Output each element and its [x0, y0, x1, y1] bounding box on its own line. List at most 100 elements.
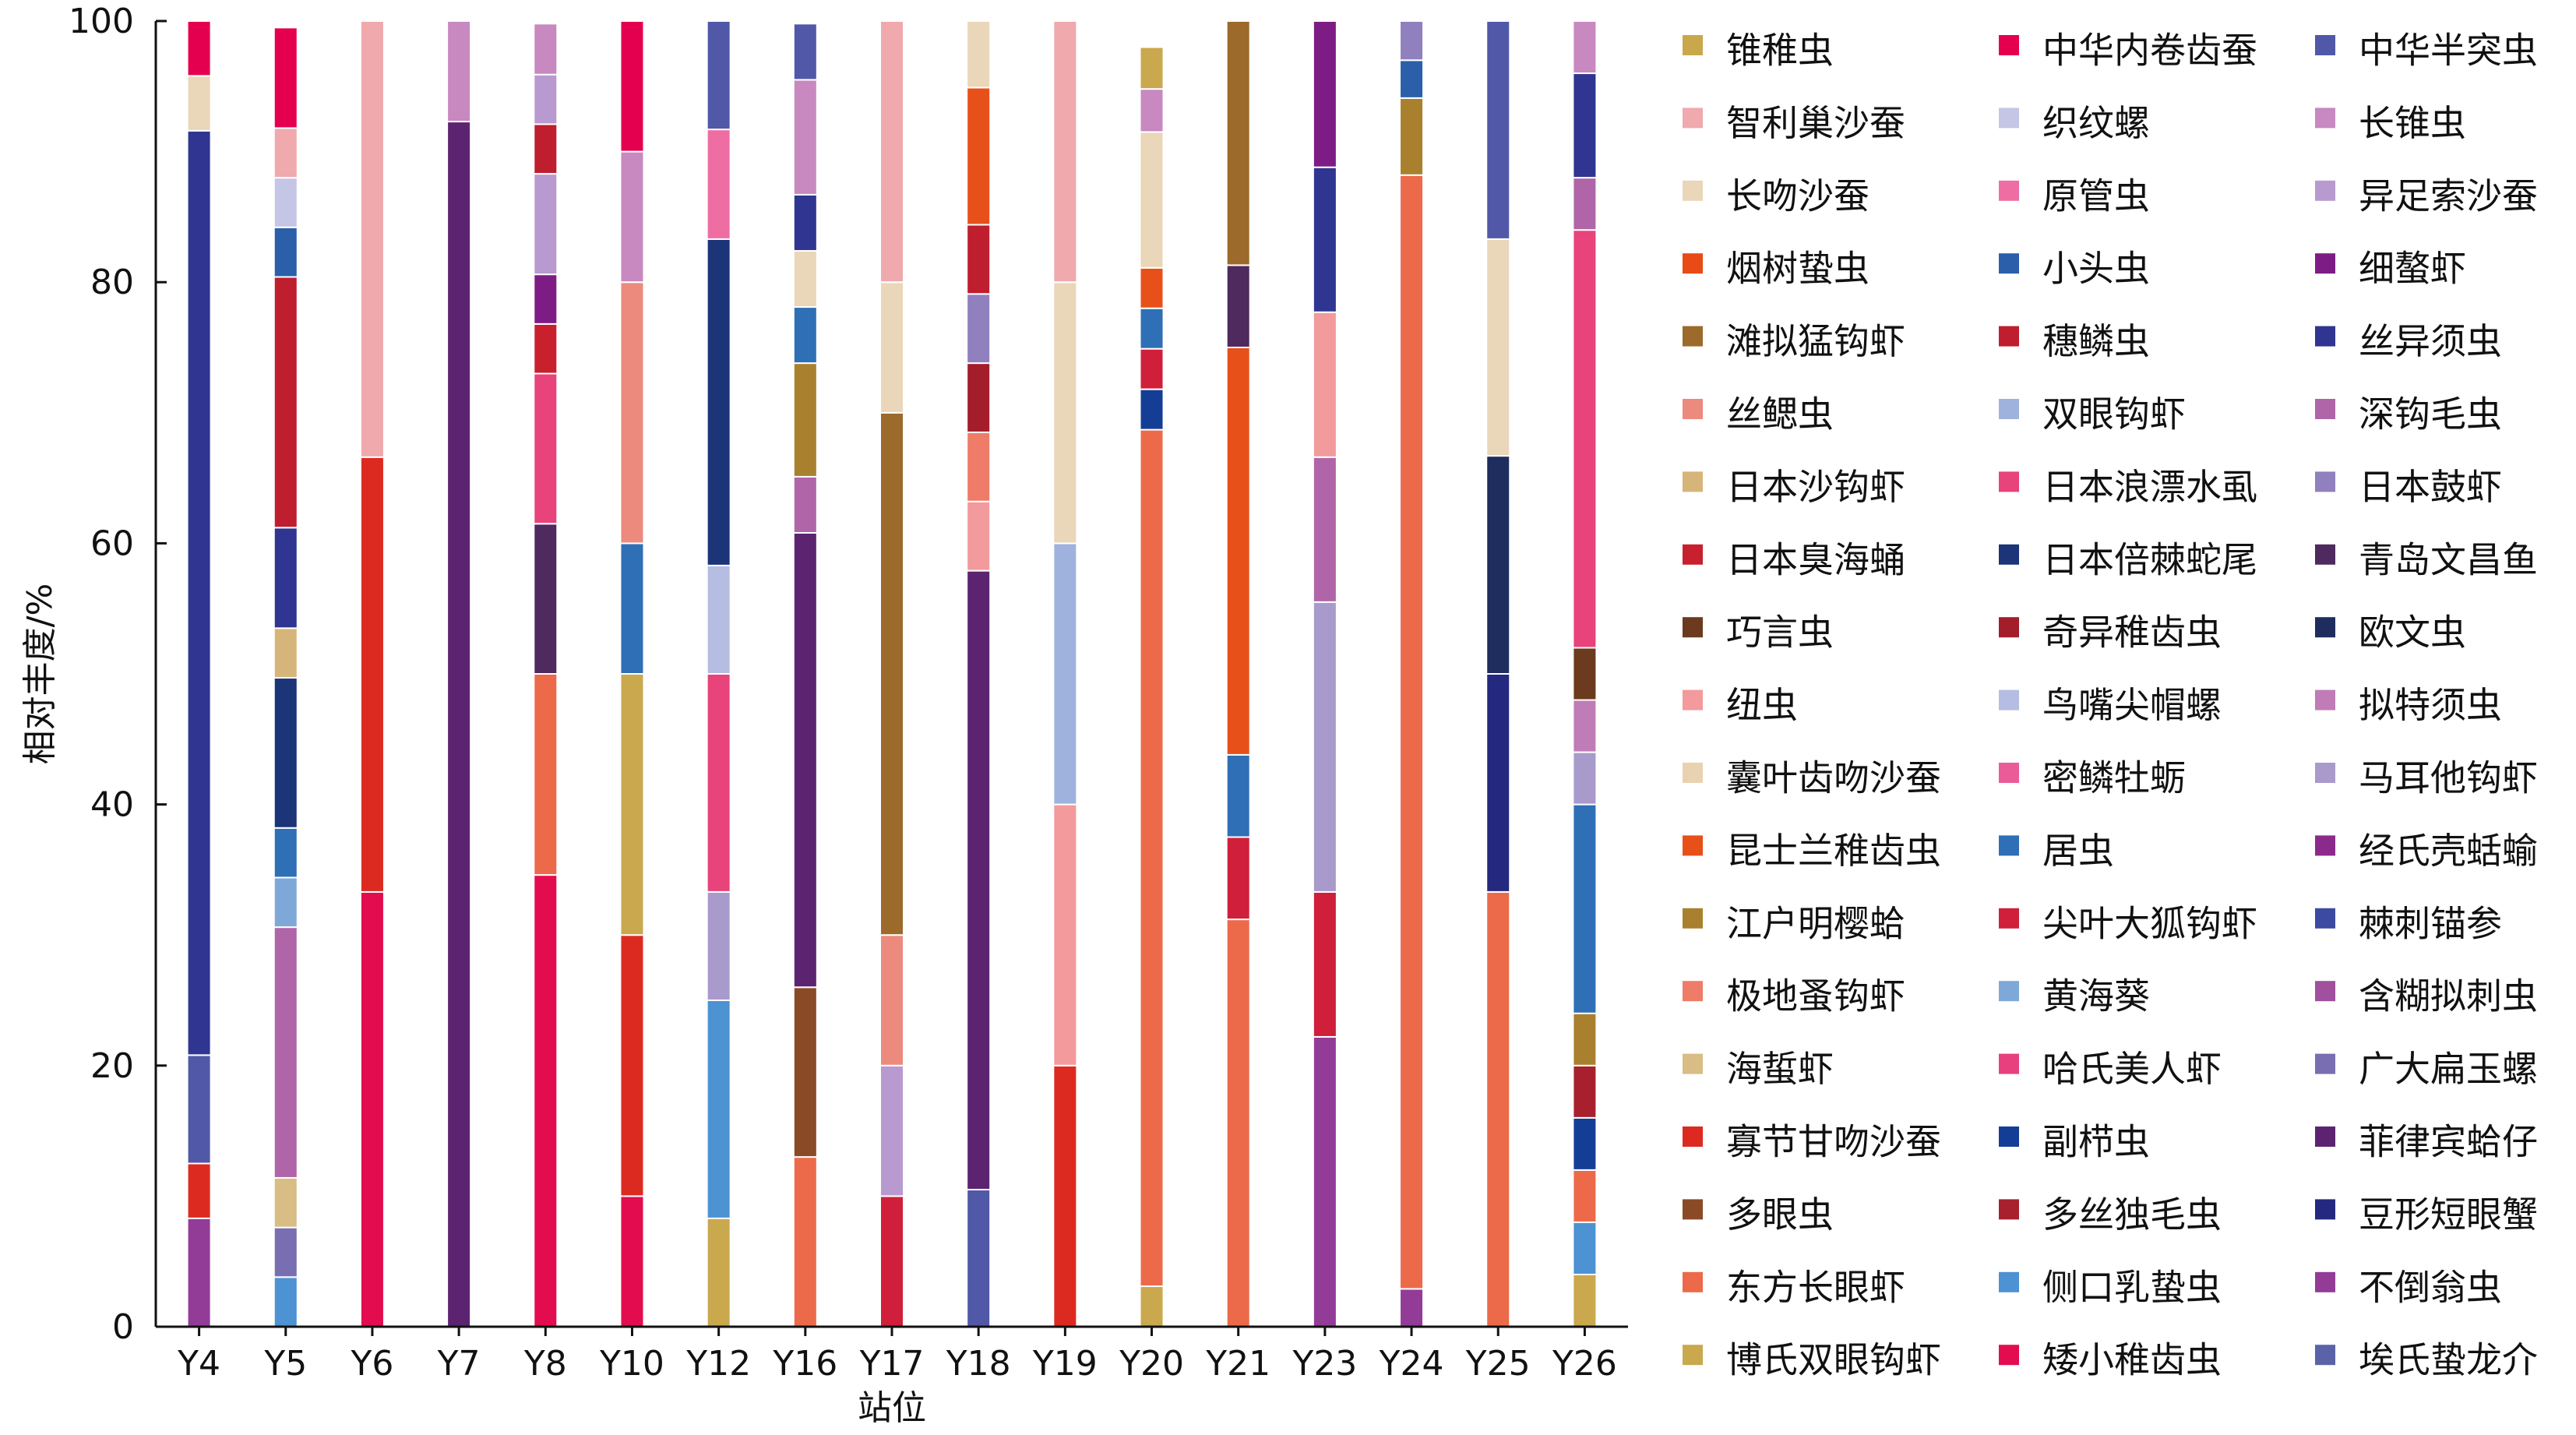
legend-item: 欧文虫 [2315, 612, 2466, 654]
bar-stack-Y10 [619, 20, 645, 1328]
bar-segment [1139, 131, 1165, 269]
legend-swatch [1999, 689, 2019, 710]
legend-label: 菲律宾蛤仔 [2359, 1121, 2538, 1163]
legend-label: 昆士兰稚齿虫 [1726, 830, 1941, 872]
bar-segment [1312, 1035, 1337, 1327]
legend-item: 双眼钩虾 [1999, 393, 2186, 435]
bar-segment [619, 281, 645, 545]
legend-label: 丝鳃虫 [1726, 393, 1834, 435]
legend-swatch [2315, 617, 2335, 638]
bar-segment [1225, 347, 1251, 756]
legend-label: 异足索沙蚕 [2359, 175, 2538, 217]
bar-segment [1485, 238, 1511, 457]
legend-label: 极地蚤钩虾 [1726, 975, 1905, 1017]
bar-segment [273, 226, 298, 278]
x-tick-label: Y19 [1032, 1344, 1098, 1384]
bar-segment [792, 249, 818, 309]
bar-segment [273, 527, 298, 629]
legend-swatch [1683, 544, 1703, 565]
x-axis-label: 站位 [858, 1388, 926, 1428]
legend-swatch [1683, 763, 1703, 783]
legend-swatch [1999, 35, 2019, 55]
bar-segment [706, 1217, 731, 1327]
legend-label: 丝异须虫 [2359, 320, 2502, 362]
bar-segment [879, 20, 904, 284]
legend-swatch [2315, 326, 2335, 347]
bar-segment [1225, 20, 1251, 266]
legend-item: 经氏壳蛞蝓 [2315, 830, 2538, 872]
bar-segment [1485, 890, 1511, 1327]
legend-item: 中华内卷齿蚕 [1999, 30, 2257, 72]
bar-segment [533, 23, 559, 76]
legend-swatch [2315, 835, 2335, 856]
legend-label: 日本臭海蛹 [1726, 538, 1905, 580]
x-tick-label: Y26 [1552, 1344, 1617, 1384]
bar-segment [1572, 803, 1598, 1014]
legend-item: 囊叶齿吻沙蚕 [1683, 757, 1941, 799]
legend-swatch [1999, 108, 2019, 129]
bar-segment [879, 1064, 904, 1197]
legend-item: 长吻沙蚕 [1683, 175, 1869, 217]
legend-item: 日本浪漂水虱 [1999, 466, 2257, 508]
bar-segment [446, 121, 472, 1327]
bar-segment [1312, 20, 1337, 168]
bar-segment [1572, 1273, 1598, 1327]
bar-segment [186, 75, 212, 132]
legend-item: 拟特须虫 [2315, 684, 2502, 726]
x-tick-label: Y5 [263, 1344, 307, 1384]
legend-swatch [1999, 1199, 2019, 1220]
legend-swatch [1683, 1126, 1703, 1147]
legend-swatch [1999, 1053, 2019, 1074]
legend-item: 尖叶大狐钩虾 [1999, 902, 2257, 944]
bar-stack-Y19 [1052, 20, 1078, 1328]
y-tick-label: 80 [90, 263, 134, 302]
bar-segment [273, 127, 298, 179]
legend-label: 哈氏美人虾 [2042, 1048, 2222, 1090]
legend-item: 密鳞牡蛎 [1999, 757, 2186, 799]
bar-segment [1312, 456, 1337, 603]
bar-segment [879, 934, 904, 1067]
bar-stack-Y21 [1225, 20, 1251, 1327]
bar-segment [273, 26, 298, 129]
legend-label: 豆形短眼蟹 [2359, 1193, 2538, 1236]
bar-segment [533, 273, 559, 325]
bar-segment [619, 150, 645, 284]
bar-segment [792, 531, 818, 989]
bar-segment [1572, 20, 1598, 75]
legend-item: 豆形短眼蟹 [2315, 1193, 2538, 1236]
legend-swatch [1683, 253, 1703, 274]
legend-label: 深钩毛虫 [2359, 393, 2502, 435]
bar-segment [273, 177, 298, 228]
legend-label: 广大扁玉螺 [2359, 1048, 2538, 1090]
legend-label: 海蜇虾 [1726, 1048, 1834, 1090]
bar-segment [1225, 753, 1251, 838]
legend-swatch [2315, 689, 2335, 710]
legend-swatch [1999, 981, 2019, 1002]
legend-label: 侧口乳蛰虫 [2042, 1266, 2222, 1308]
legend-item: 广大扁玉螺 [2315, 1048, 2538, 1090]
bar-stack-Y8 [533, 23, 559, 1327]
legend-swatch [2315, 471, 2335, 492]
bar-segment [273, 1176, 298, 1229]
legend-swatch [1683, 1271, 1703, 1292]
legend-label: 青岛文昌鱼 [2359, 538, 2538, 580]
legend-swatch [1683, 399, 1703, 419]
legend-swatch [2315, 981, 2335, 1002]
bar-segment [1052, 1064, 1078, 1328]
bar-segment [1225, 918, 1251, 1327]
x-tick-label: Y8 [523, 1344, 567, 1384]
x-tick-label: Y4 [177, 1344, 220, 1384]
bar-segment [533, 73, 559, 125]
legend-item: 纽虫 [1683, 684, 1798, 726]
legend-item: 青岛文昌鱼 [2315, 538, 2538, 580]
legend-item: 穗鳞虫 [1999, 320, 2150, 362]
bar-segment [1139, 428, 1165, 1288]
bar-segment [966, 569, 992, 1191]
legend-swatch [2315, 908, 2335, 929]
legend-swatch [2315, 763, 2335, 783]
bar-segment [1399, 97, 1425, 176]
bar-segment [533, 673, 559, 876]
legend-swatch [1999, 1271, 2019, 1292]
legend-item: 巧言虫 [1683, 612, 1834, 654]
y-tick-label: 60 [90, 524, 134, 563]
